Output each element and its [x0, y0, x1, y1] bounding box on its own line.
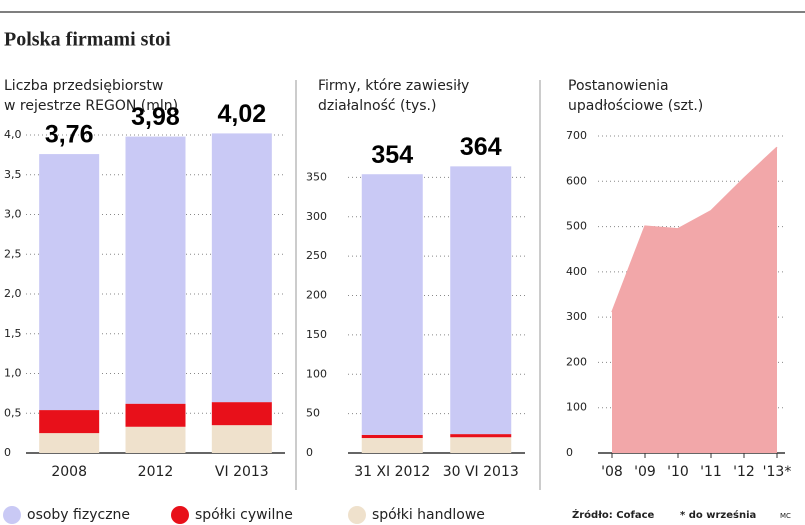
- y-tick-label: 3,5: [4, 168, 22, 181]
- legend-label: spółki handlowe: [372, 507, 485, 523]
- bar-segment: [361, 438, 423, 453]
- bar-segment: [125, 426, 186, 453]
- x-tick-label: 31 XI 2012: [354, 464, 430, 480]
- chart-title: Firmy, które zawiesiły: [318, 78, 469, 94]
- legend-label: spółki cywilne: [195, 507, 293, 523]
- y-tick-label: 3,0: [4, 208, 22, 221]
- chart-title: Postanowienia: [568, 78, 669, 94]
- y-tick-label: 2,0: [4, 287, 22, 300]
- y-tick-label: 100: [306, 367, 327, 380]
- x-tick-label: 30 VI 2013: [443, 464, 519, 480]
- area-fill: [612, 147, 777, 454]
- x-tick-label: '09: [634, 464, 656, 480]
- x-tick-label: 2008: [51, 464, 87, 480]
- bar-segment: [125, 403, 186, 427]
- source: Źródło: Coface: [572, 508, 655, 521]
- page-title: Polska firmami stoi: [4, 29, 171, 51]
- chart-title: upadłościowe (szt.): [568, 98, 703, 114]
- total-label: 3,76: [45, 121, 94, 149]
- chart-title: Liczba przedsiębiorstw: [4, 78, 163, 94]
- bar-segment: [450, 166, 512, 435]
- y-tick-label: 0,5: [4, 406, 22, 419]
- legend-swatch: [3, 506, 21, 524]
- bar-segment: [211, 425, 272, 453]
- bar-segment: [39, 433, 100, 453]
- total-label: 364: [460, 133, 502, 161]
- chart-title: działalność (tys.): [318, 98, 436, 114]
- y-tick-label: 600: [566, 174, 587, 187]
- bar-segment: [211, 402, 272, 426]
- bar-segment: [211, 133, 272, 403]
- y-tick-label: 50: [306, 407, 320, 420]
- bar-segment: [450, 434, 512, 438]
- x-tick-label: 2012: [138, 464, 174, 480]
- x-tick-label: '11: [700, 464, 722, 480]
- bar-segment: [39, 154, 100, 411]
- x-tick-label: '12: [733, 464, 755, 480]
- y-tick-label: 2,5: [4, 247, 22, 260]
- bar-segment: [450, 437, 512, 453]
- footnote: * do września: [680, 509, 756, 521]
- bar-segment: [39, 410, 100, 434]
- legend-label: osoby fizyczne: [27, 507, 130, 523]
- y-tick-label: 0: [306, 446, 313, 459]
- author: MC: [780, 512, 791, 520]
- y-tick-label: 200: [306, 289, 327, 302]
- total-label: 354: [371, 141, 413, 169]
- total-label: 4,02: [217, 100, 266, 128]
- y-tick-label: 500: [566, 220, 587, 233]
- y-tick-label: 200: [566, 355, 587, 368]
- legend-swatch: [171, 506, 189, 524]
- y-tick-label: 150: [306, 328, 327, 341]
- y-tick-label: 300: [566, 310, 587, 323]
- total-label: 3,98: [131, 103, 180, 131]
- y-tick-label: 300: [306, 210, 327, 223]
- area-edge: [611, 146, 778, 313]
- x-tick-label: '08: [601, 464, 623, 480]
- bar-segment: [361, 174, 423, 435]
- y-tick-label: 0: [4, 446, 11, 459]
- y-tick-label: 700: [566, 129, 587, 142]
- bar-segment: [361, 434, 423, 439]
- y-tick-label: 350: [306, 170, 327, 183]
- x-tick-label: '10: [667, 464, 689, 480]
- chart-title: w rejestrze REGON (mln): [4, 98, 178, 114]
- x-tick-label: '13*: [763, 464, 792, 480]
- legend-swatch: [348, 506, 366, 524]
- y-tick-label: 4,0: [4, 128, 22, 141]
- x-tick-label: VI 2013: [215, 464, 269, 480]
- y-tick-label: 1,0: [4, 367, 22, 380]
- bar-segment: [125, 136, 186, 404]
- y-tick-label: 0: [566, 446, 573, 459]
- y-tick-label: 400: [566, 265, 587, 278]
- y-tick-label: 250: [306, 249, 327, 262]
- y-tick-label: 1,5: [4, 327, 22, 340]
- y-tick-label: 100: [566, 401, 587, 414]
